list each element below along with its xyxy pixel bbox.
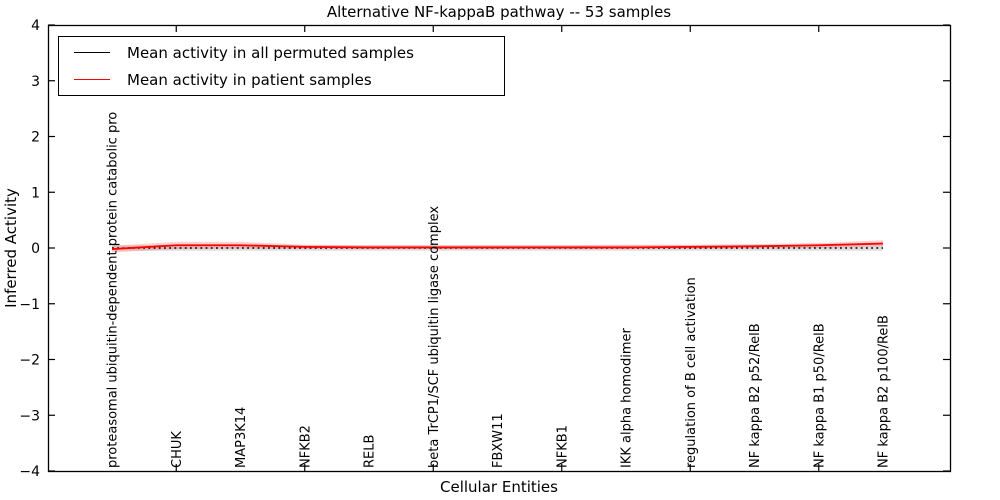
entity-label-4: RELB (363, 435, 378, 468)
entity-label-1: CHUK (170, 431, 185, 468)
entity-label-7: NFKB1 (555, 425, 570, 468)
legend-label-patient: Mean activity in patient samples (127, 70, 372, 89)
legend-label-permuted: Mean activity in all permuted samples (127, 43, 414, 62)
legend-entry-patient: Mean activity in patient samples (74, 67, 504, 93)
y-tick-label: 3 (31, 74, 40, 90)
plot-generated-content: 4 3 2 1 0 −1 −2 −3 −4 proteasomal ubiquitin-depen… (19, 18, 952, 480)
y-axis-label: Inferred Activity (2, 188, 20, 308)
y-tick-label: −1 (19, 297, 40, 313)
y-tick-label: −2 (19, 353, 40, 369)
legend-line-sample-red (74, 79, 110, 80)
entity-label-11: NF kappa B1 p50/RelB (812, 323, 827, 468)
y-tick-label: 0 (31, 241, 40, 257)
series-line-1 (111, 242, 884, 251)
chart-title: Alternative NF-kappaB pathway -- 53 samp… (327, 3, 671, 21)
legend-entry-permuted: Mean activity in all permuted samples (74, 40, 504, 66)
y-tick-label: 1 (31, 185, 40, 201)
y-tick-label: −4 (19, 464, 40, 480)
entity-label-9: regulation of B cell activation (684, 277, 699, 468)
entity-label-3: NFKB2 (298, 425, 313, 468)
entity-label-12: NF kappa B2 p100/RelB (877, 315, 892, 468)
entity-label-10: NF kappa B2 p52/RelB (748, 323, 763, 468)
x-axis-label: Cellular Entities (440, 478, 558, 496)
series-band-1 (112, 240, 883, 253)
entity-label-8: IKK alpha homodimer (620, 327, 635, 468)
y-tick-label: −3 (19, 408, 40, 424)
entity-label-5: beta TrCP1/SCF ubiquitin ligase complex (427, 206, 442, 468)
entity-label-2: MAP3K14 (234, 407, 249, 468)
entity-label-0: proteasomal ubiquitin-dependent protein … (106, 112, 121, 468)
y-tick-label: 2 (31, 130, 40, 146)
entity-label-6: FBXW11 (491, 413, 506, 468)
y-tick-label: 4 (31, 18, 40, 34)
legend: Mean activity in all permuted samples Me… (58, 36, 505, 96)
legend-line-sample-black (74, 52, 110, 53)
